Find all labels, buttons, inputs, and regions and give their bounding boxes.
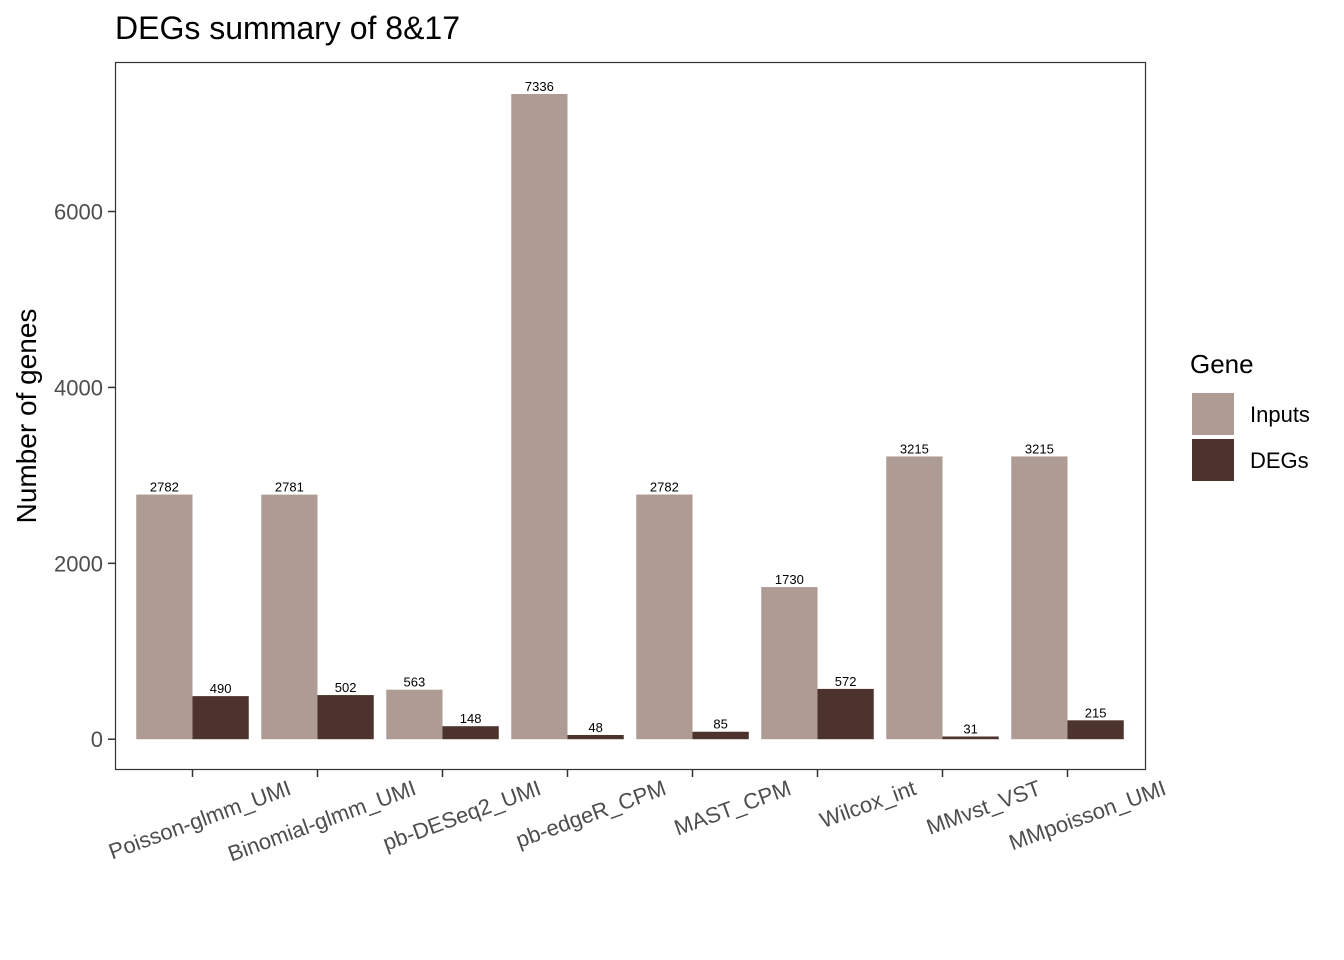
legend-swatch-degs	[1192, 439, 1234, 481]
bar-degs	[817, 688, 874, 740]
bars	[136, 94, 1124, 740]
data-label: 1730	[775, 572, 804, 587]
data-label: 3215	[900, 441, 929, 456]
x-axis: Poisson-glmm_UMIBinomial-glmm_UMIpb-DESe…	[105, 770, 1169, 866]
data-label: 3215	[1025, 441, 1054, 456]
data-label: 572	[835, 674, 857, 689]
bar-degs	[442, 726, 499, 740]
data-labels: 2782 490 2781 502 563 148 7336 48 2782 85 1730 572 3…	[150, 79, 1107, 736]
y-axis: 0 2000 4000 6000	[54, 200, 115, 752]
data-label: 31	[963, 721, 977, 736]
data-label: 48	[588, 720, 602, 735]
legend-title: Gene	[1190, 349, 1254, 379]
bar-inputs	[761, 587, 818, 740]
bar-degs	[317, 695, 374, 740]
data-label: 2782	[150, 480, 179, 495]
bar-degs	[192, 696, 249, 740]
chart-title: DEGs summary of 8&17	[115, 10, 460, 46]
y-tick-label: 6000	[54, 200, 103, 225]
bar-inputs	[386, 689, 443, 740]
legend-label-inputs: Inputs	[1250, 402, 1310, 427]
y-tick-label: 0	[91, 727, 103, 752]
data-label: 563	[404, 675, 426, 690]
bar-degs	[567, 734, 624, 740]
y-axis-title: Number of genes	[11, 309, 42, 524]
data-label: 490	[210, 681, 232, 696]
bar-inputs	[261, 494, 318, 740]
plot-panel	[114, 61, 1147, 771]
y-tick-label: 4000	[54, 375, 103, 400]
data-label: 215	[1085, 705, 1107, 720]
bar-inputs	[511, 94, 568, 740]
data-label: 502	[335, 680, 357, 695]
bar-inputs	[136, 494, 193, 740]
bar-inputs	[1011, 456, 1068, 740]
data-label: 2781	[275, 480, 304, 495]
data-label: 2782	[650, 480, 679, 495]
x-tick-label: MAST_CPM	[671, 775, 794, 840]
bar-inputs	[636, 494, 693, 740]
bar-inputs	[886, 456, 943, 740]
legend-swatch-inputs	[1192, 393, 1234, 435]
bar-degs	[692, 731, 749, 740]
y-tick-label: 2000	[54, 551, 103, 576]
legend: Gene Inputs DEGs	[1190, 349, 1310, 481]
data-label: 148	[460, 711, 482, 726]
data-label: 7336	[525, 79, 554, 94]
data-label: 85	[713, 717, 727, 732]
bar-degs	[942, 736, 999, 740]
bar-degs	[1067, 720, 1124, 740]
legend-items: Inputs DEGs	[1192, 393, 1310, 481]
legend-label-degs: DEGs	[1250, 448, 1309, 473]
x-tick-label: Wilcox_int	[816, 775, 919, 833]
